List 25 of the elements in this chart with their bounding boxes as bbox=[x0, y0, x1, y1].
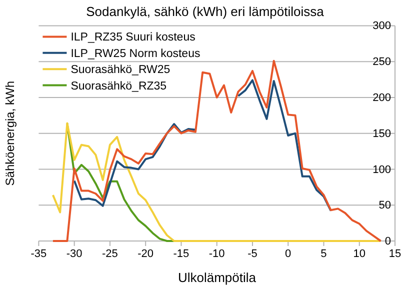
y-tick-label: 250 bbox=[372, 56, 391, 68]
x-tick-label: -10 bbox=[208, 248, 225, 260]
legend-label: ILP_RZ35 Suuri kosteus bbox=[70, 32, 196, 44]
legend-label: ILP_RW25 Norm kosteus bbox=[70, 48, 200, 60]
chart-title: Sodankylä, sähkö (kWh) eri lämpötiloissa bbox=[86, 4, 325, 19]
x-tick-label: -20 bbox=[138, 248, 154, 260]
y-tick-label: 150 bbox=[372, 128, 391, 140]
x-tick-label: -35 bbox=[30, 248, 47, 260]
x-tick-label: 5 bbox=[320, 248, 327, 260]
x-tick-label: -25 bbox=[102, 248, 118, 260]
y-tick-label: 0 bbox=[384, 236, 391, 248]
y-tick-label: 50 bbox=[378, 200, 391, 212]
x-tick-label: -30 bbox=[66, 248, 82, 260]
y-tick-label: 200 bbox=[372, 92, 391, 104]
x-tick-label: -5 bbox=[248, 248, 258, 260]
legend-label: Suorasähkö_RW25 bbox=[70, 64, 170, 76]
y-tick-label: 100 bbox=[372, 164, 391, 176]
legend-label: Suorasähkö_RZ35 bbox=[70, 80, 167, 92]
y-axis-title: Sähköenergia, kWh bbox=[3, 80, 17, 186]
x-tick-label: 0 bbox=[285, 248, 292, 260]
x-tick-label: 15 bbox=[388, 248, 402, 260]
x-tick-label: -15 bbox=[173, 248, 190, 260]
x-axis-title: Ulkolämpötila bbox=[178, 270, 257, 285]
x-tick-label: 10 bbox=[353, 248, 366, 260]
y-tick-label: 300 bbox=[372, 20, 391, 32]
